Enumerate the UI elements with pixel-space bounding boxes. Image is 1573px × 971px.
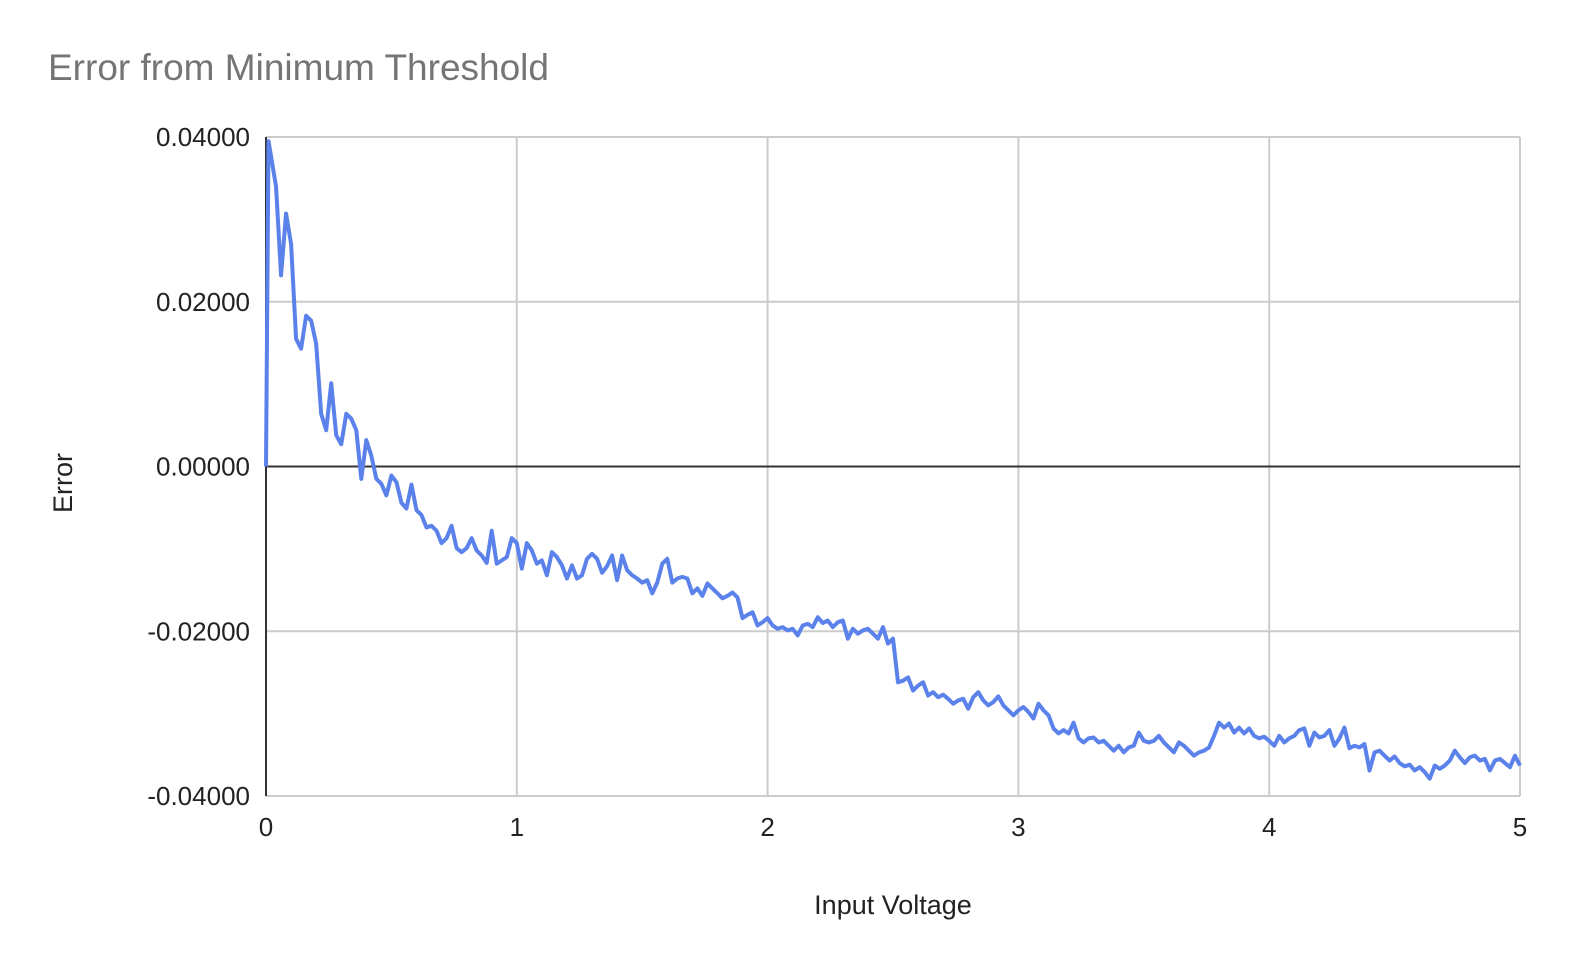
y-tick-label: -0.02000: [147, 616, 250, 646]
y-axis-label: Error: [48, 453, 78, 513]
x-tick-label: 1: [510, 812, 524, 842]
x-tick-label: 0: [259, 812, 273, 842]
y-tick-label: 0.02000: [156, 287, 250, 317]
x-tick-label: 4: [1262, 812, 1276, 842]
x-axis-label: Input Voltage: [814, 890, 972, 920]
chart-title: Error from Minimum Threshold: [48, 47, 549, 88]
x-tick-label: 5: [1513, 812, 1527, 842]
y-tick-label: 0.04000: [156, 122, 250, 152]
y-tick-label: 0.00000: [156, 452, 250, 482]
x-tick-label: 2: [760, 812, 774, 842]
data-line: [264, 139, 1522, 781]
x-tick-label: 3: [1011, 812, 1025, 842]
y-tick-label: -0.04000: [147, 781, 250, 811]
